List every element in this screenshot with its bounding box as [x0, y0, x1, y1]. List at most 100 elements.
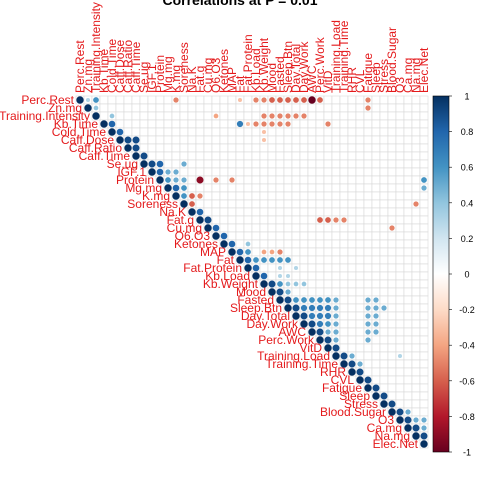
correlation-mark — [381, 305, 387, 311]
grid-cell — [355, 111, 365, 121]
grid-cell — [395, 383, 405, 393]
correlation-mark — [285, 273, 291, 279]
grid-cell — [203, 175, 213, 185]
grid-cell — [219, 199, 229, 209]
correlation-mark — [333, 337, 339, 343]
grid-cell — [251, 247, 261, 257]
correlation-mark — [397, 353, 403, 359]
grid-cell — [403, 359, 413, 369]
grid-cell — [387, 367, 397, 377]
grid-cell — [227, 199, 237, 209]
column-label: Perc.Rest — [73, 40, 87, 93]
grid-cell — [403, 311, 413, 321]
correlation-mark — [316, 312, 324, 320]
grid-cell — [387, 127, 397, 137]
grid-cell — [403, 239, 413, 249]
grid-cell — [395, 119, 405, 129]
grid-cell — [211, 143, 221, 153]
column-label: K.mg — [169, 65, 183, 93]
grid-cell — [195, 199, 205, 209]
grid-cell — [339, 279, 349, 289]
column-label: Cu.mg — [201, 58, 215, 93]
grid-cell — [355, 319, 365, 329]
grid-cell — [339, 343, 349, 353]
grid-cell — [331, 159, 341, 169]
correlation-mark — [364, 376, 372, 384]
grid-cell — [163, 151, 173, 161]
correlation-mark — [148, 160, 156, 168]
grid-cell — [299, 119, 309, 129]
correlation-mark — [173, 177, 179, 183]
grid-cell — [403, 319, 413, 329]
grid-cell — [387, 279, 397, 289]
diagonal-mark — [316, 336, 324, 344]
grid-cell — [211, 207, 221, 217]
grid-cell — [307, 111, 317, 121]
grid-cell — [299, 215, 309, 225]
grid-cell — [323, 271, 333, 281]
grid-cell — [275, 215, 285, 225]
grid-cell — [379, 167, 389, 177]
grid-cell — [299, 271, 309, 281]
grid-cell — [379, 367, 389, 377]
grid-cell — [411, 303, 421, 313]
grid-cell — [307, 231, 317, 241]
diagonal-mark — [108, 128, 116, 136]
correlation-mark — [132, 144, 140, 152]
grid-cell — [371, 135, 381, 145]
grid-cell — [259, 183, 269, 193]
row-label: Blood.Sugar — [320, 405, 386, 419]
grid-cell — [347, 239, 357, 249]
grid-cell — [227, 223, 237, 233]
grid-cell — [387, 231, 397, 241]
correlation-mark — [333, 297, 339, 303]
grid-cell — [267, 191, 277, 201]
grid-cell — [379, 279, 389, 289]
grid-cell — [219, 151, 229, 161]
grid-cell — [411, 223, 421, 233]
grid-cell — [387, 287, 397, 297]
grid-cell — [227, 151, 237, 161]
grid-cell — [243, 231, 253, 241]
grid-cell — [387, 359, 397, 369]
grid-cell — [419, 255, 429, 265]
grid-cell — [291, 271, 301, 281]
diagonal-mark — [204, 224, 212, 232]
grid-cell — [195, 167, 205, 177]
grid-cell — [403, 95, 413, 105]
grid-cell — [131, 119, 141, 129]
grid-cell — [211, 215, 221, 225]
grid-cell — [267, 215, 277, 225]
grid-cell — [275, 223, 285, 233]
row-label: Caff.Dose — [61, 133, 114, 147]
grid-cell — [251, 183, 261, 193]
grid-cell — [403, 263, 413, 273]
grid-cell — [275, 167, 285, 177]
column-label: Caff.Dose — [113, 40, 127, 93]
correlation-mark — [189, 201, 195, 207]
grid-cell — [411, 383, 421, 393]
row-label: Ca.mg — [367, 421, 402, 435]
grid-cell — [419, 343, 429, 353]
grid-cell — [211, 167, 221, 177]
grid-cell — [251, 103, 261, 113]
grid-cell — [403, 335, 413, 345]
grid-cell — [275, 231, 285, 241]
grid-cell — [403, 207, 413, 217]
grid-cell — [227, 183, 237, 193]
grid-cell — [163, 95, 173, 105]
grid-cell — [299, 231, 309, 241]
grid-cell — [155, 127, 165, 137]
grid-cell — [411, 391, 421, 401]
grid-cell — [347, 311, 357, 321]
correlation-mark — [212, 224, 220, 232]
grid-cell — [371, 247, 381, 257]
row-label: O6.O3 — [175, 229, 211, 243]
grid-cell — [147, 151, 157, 161]
grid-cell — [275, 199, 285, 209]
grid-cell — [211, 95, 221, 105]
grid-cell — [227, 119, 237, 129]
grid-cell — [323, 159, 333, 169]
grid-cell — [267, 231, 277, 241]
grid-cell — [419, 215, 429, 225]
